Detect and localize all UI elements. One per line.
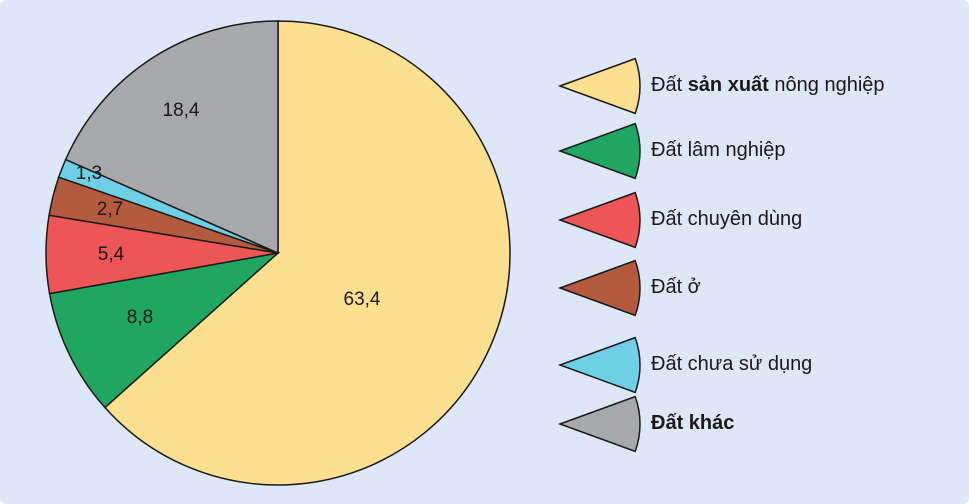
legend: Đất sản xuất nông nghiệp Đất lâm nghiệp Đấ… (557, 57, 885, 453)
legend-label-part: Đất ở (651, 276, 701, 298)
legend-swatch (557, 191, 641, 249)
legend-label-part: nông nghiệp (769, 74, 885, 96)
legend-entry: Đất chưa sử dụng (557, 336, 812, 394)
legend-swatch (557, 57, 641, 115)
pie-slice (103, 20, 511, 486)
legend-label-part: Đất khác (651, 412, 734, 434)
legend-entry: Đất khác (557, 395, 734, 453)
pie-slices (45, 20, 511, 486)
legend-entry: Đất lâm nghiệp (557, 122, 786, 180)
legend-entry: Đất ở (557, 259, 701, 317)
legend-swatch (557, 395, 641, 453)
pie-slice (48, 251, 281, 409)
legend-swatch (557, 336, 641, 394)
legend-label: Đất sản xuất nông nghiệp (651, 74, 885, 96)
slice-value-label: 18,4 (163, 100, 200, 121)
slice-value-label: 8,8 (127, 307, 153, 328)
legend-label-part: sản xuất (688, 74, 769, 96)
legend-label-part: Đất lâm nghiệp (651, 139, 786, 161)
slice-value-label: 2,7 (97, 199, 123, 220)
slice-value-label: 1,3 (76, 163, 102, 184)
legend-label: Đất ở (651, 276, 701, 298)
legend-label-part: Đất chưa sử dụng (651, 353, 812, 375)
pie-slice (64, 20, 279, 255)
legend-swatch (557, 122, 641, 180)
legend-label: Đất lâm nghiệp (651, 139, 786, 161)
legend-label: Đất chuyên dùng (651, 208, 802, 230)
legend-label-part: Đất chuyên dùng (651, 208, 802, 230)
legend-label: Đất chưa sử dụng (651, 353, 812, 375)
legend-entry: Đất sản xuất nông nghiệp (557, 57, 885, 115)
legend-swatch (557, 259, 641, 317)
slice-value-label: 5,4 (98, 244, 125, 265)
legend-entry: Đất chuyên dùng (557, 191, 802, 249)
legend-label: Đất khác (651, 412, 734, 434)
legend-label-part: Đất (651, 74, 688, 96)
pie-value-labels: 63,4 8,8 5,4 2,7 1,3 18,4 (76, 100, 381, 328)
slice-value-label: 63,4 (344, 289, 381, 310)
